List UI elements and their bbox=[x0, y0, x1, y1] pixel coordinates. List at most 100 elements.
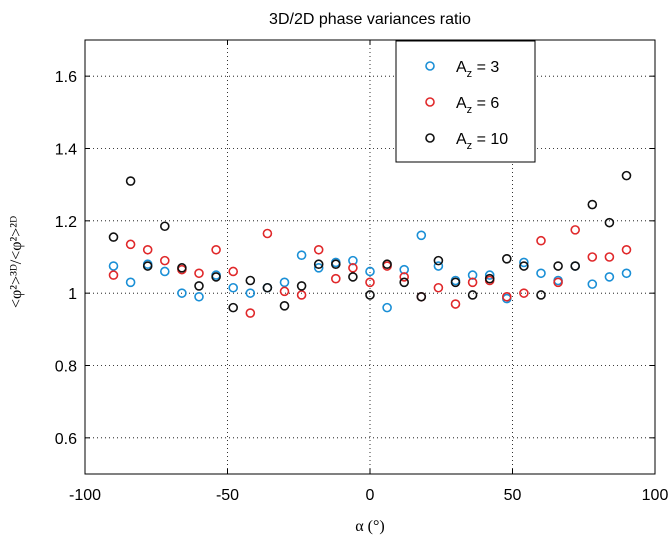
y-tick-label: 1.4 bbox=[55, 142, 77, 159]
data-point bbox=[484, 270, 495, 280]
data-point bbox=[160, 221, 170, 232]
data-point bbox=[313, 263, 324, 273]
data-point bbox=[570, 225, 581, 235]
data-points bbox=[108, 170, 632, 318]
data-point bbox=[245, 308, 256, 318]
data-point bbox=[313, 244, 324, 255]
data-point bbox=[536, 235, 546, 246]
data-point bbox=[279, 301, 290, 311]
data-point bbox=[296, 250, 307, 260]
legend-label: Az = 10 bbox=[456, 131, 508, 152]
data-point bbox=[416, 230, 427, 241]
plot-area: -100 -50 0 50 100 0.6 0.8 1 1.2 1.4 1.6 bbox=[55, 39, 669, 504]
data-point bbox=[587, 199, 598, 210]
data-point bbox=[228, 266, 238, 277]
x-tick-label: 100 bbox=[642, 487, 669, 504]
data-point bbox=[433, 261, 444, 271]
legend-marker bbox=[425, 97, 435, 107]
x-axis-label: α (°) bbox=[355, 518, 384, 535]
chart-title: 3D/2D phase variances ratio bbox=[269, 11, 471, 28]
data-point bbox=[160, 266, 170, 277]
y-tick-label: 1 bbox=[68, 286, 77, 303]
y-tick-label: 1.2 bbox=[55, 214, 77, 231]
data-point bbox=[501, 254, 512, 264]
data-point bbox=[365, 290, 375, 300]
data-point bbox=[536, 290, 546, 300]
data-point bbox=[194, 281, 204, 291]
data-point bbox=[125, 239, 136, 250]
data-point bbox=[604, 272, 615, 282]
data-point bbox=[621, 170, 632, 181]
data-point bbox=[194, 268, 204, 279]
legend: Az = 3 Az = 6 Az = 10 bbox=[395, 40, 536, 163]
data-point bbox=[519, 288, 529, 298]
data-point bbox=[621, 244, 632, 255]
data-point bbox=[450, 277, 461, 288]
data-point bbox=[348, 272, 358, 282]
legend-box bbox=[395, 40, 536, 163]
y-tick-label: 0.8 bbox=[55, 359, 77, 376]
data-point bbox=[108, 232, 119, 242]
data-point bbox=[228, 282, 238, 293]
data-point bbox=[125, 176, 136, 186]
data-point bbox=[536, 268, 546, 279]
data-point bbox=[211, 244, 221, 255]
data-point bbox=[330, 259, 341, 270]
data-point bbox=[519, 257, 529, 268]
data-point bbox=[604, 217, 615, 228]
data-point bbox=[416, 291, 427, 302]
data-point bbox=[177, 263, 187, 273]
legend-marker bbox=[425, 133, 435, 143]
data-point bbox=[365, 266, 375, 277]
data-point bbox=[245, 275, 256, 286]
data-point bbox=[587, 252, 598, 262]
data-point bbox=[399, 272, 410, 282]
data-point bbox=[467, 277, 478, 288]
data-point bbox=[519, 261, 529, 271]
x-tick-label: 50 bbox=[504, 487, 522, 504]
data-point bbox=[604, 252, 615, 262]
data-point bbox=[382, 259, 392, 270]
data-point bbox=[433, 255, 444, 266]
data-point bbox=[142, 244, 153, 255]
data-point bbox=[228, 302, 238, 313]
data-point bbox=[587, 279, 598, 289]
y-axis-label: <φ²>³ᴰ/<φ²>²ᴰ bbox=[8, 216, 25, 308]
data-point bbox=[279, 286, 290, 297]
data-point bbox=[160, 255, 170, 266]
data-point bbox=[450, 299, 461, 309]
legend-label: Az = 6 bbox=[456, 95, 499, 116]
series-3 bbox=[108, 170, 632, 313]
y-tick-label: 1.6 bbox=[55, 69, 77, 86]
data-point bbox=[484, 273, 495, 284]
data-point bbox=[177, 288, 187, 298]
y-tick-label: 0.6 bbox=[55, 431, 77, 448]
data-point bbox=[553, 277, 563, 288]
data-point bbox=[433, 282, 444, 293]
data-point bbox=[262, 282, 273, 293]
data-point bbox=[330, 273, 341, 284]
data-point bbox=[108, 270, 119, 280]
data-point bbox=[553, 261, 563, 271]
data-point bbox=[125, 277, 136, 288]
data-point bbox=[399, 277, 410, 288]
axis-ticks: -100 -50 0 50 100 0.6 0.8 1 1.2 1.4 1.6 bbox=[55, 40, 669, 504]
data-point bbox=[501, 291, 512, 302]
data-point bbox=[621, 268, 632, 279]
grid-lines bbox=[85, 40, 655, 474]
data-point bbox=[245, 288, 256, 298]
x-tick-label: -50 bbox=[216, 487, 239, 504]
legend-label: Az = 3 bbox=[456, 59, 499, 80]
data-point bbox=[262, 228, 273, 239]
data-point bbox=[108, 261, 119, 271]
data-point bbox=[142, 261, 153, 271]
data-point bbox=[570, 261, 581, 271]
data-point bbox=[313, 259, 324, 270]
data-point bbox=[194, 291, 204, 302]
data-point bbox=[296, 290, 307, 300]
data-point bbox=[365, 277, 375, 288]
data-point bbox=[348, 263, 358, 273]
data-point bbox=[211, 272, 221, 282]
data-point bbox=[467, 290, 478, 300]
